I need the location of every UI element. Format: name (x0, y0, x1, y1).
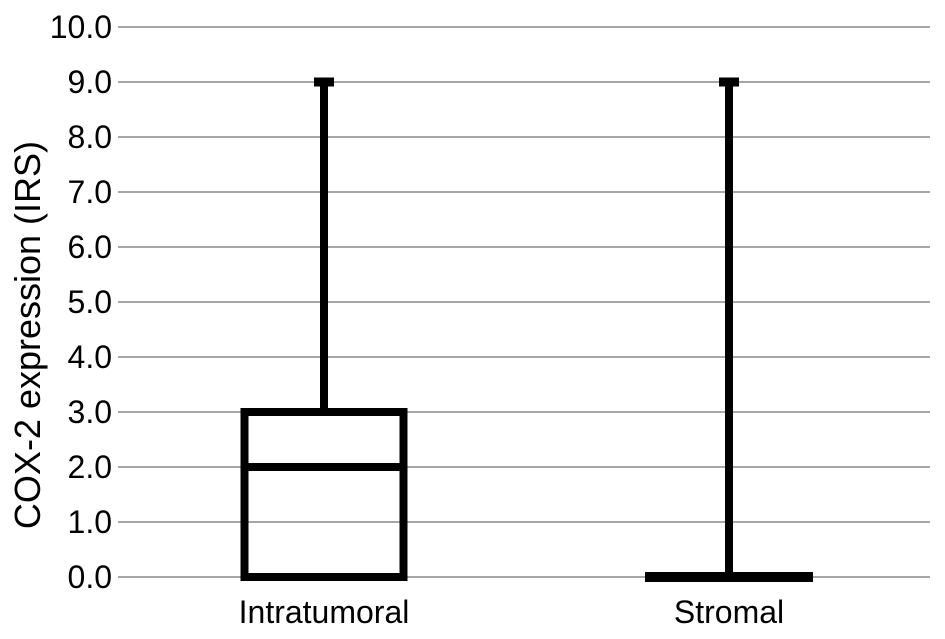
y-tick-label: 1.0 (68, 504, 112, 540)
y-tick-label: 10.0 (50, 9, 112, 45)
y-tick-label: 2.0 (68, 449, 112, 485)
y-tick-label: 9.0 (68, 64, 112, 100)
x-category-label-intratumoral: Intratumoral (238, 594, 410, 630)
y-tick-label: 4.0 (68, 339, 112, 375)
box (240, 408, 408, 581)
x-category-label-stromal: Stromal (673, 594, 785, 630)
y-tick-label: 6.0 (68, 229, 112, 265)
y-tick-label: 7.0 (68, 174, 112, 210)
y-tick-label: 0.0 (68, 559, 112, 595)
y-tick-label: 8.0 (68, 119, 112, 155)
y-axis-title: COX-2 expression (IRS) (7, 140, 48, 530)
whisker-cap (719, 77, 739, 87)
y-tick-label: 3.0 (68, 394, 112, 430)
y-tick-label: 5.0 (68, 284, 112, 320)
whisker-cap (314, 77, 334, 87)
